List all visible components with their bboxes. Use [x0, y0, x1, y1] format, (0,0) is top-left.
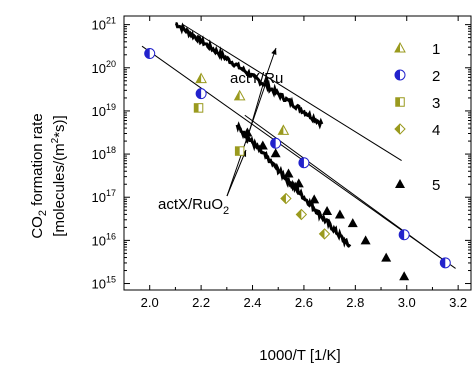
legend-marker-2 [394, 69, 406, 81]
legend-marker-1 [394, 41, 406, 53]
arrow-actY-2-head [271, 48, 277, 55]
marker-fill [235, 146, 240, 156]
marker-fill [395, 124, 400, 134]
data-point-series-5 [360, 235, 371, 245]
marker-fill [234, 90, 240, 100]
legend-marker-4 [394, 123, 406, 135]
y-tick-label: 1015 [92, 275, 116, 292]
x-axis-title: 1000/T [1/K] [259, 347, 340, 364]
data-point-series-3 [234, 146, 245, 156]
legend-marker-5 [395, 179, 405, 188]
marker-fill [194, 103, 199, 113]
x-tick-label: 2.2 [192, 295, 210, 310]
y-axis-title-line1: CO2 formation rate [29, 113, 49, 238]
marker-shape [270, 148, 281, 158]
marker-shape [283, 168, 294, 178]
marker-fill [319, 228, 325, 239]
annotation-actX: actX/RuO2 [158, 196, 229, 217]
data-point-series-4 [280, 192, 292, 205]
marker-shape [395, 179, 405, 188]
marker-fill [278, 125, 284, 135]
x-tick-label: 2.8 [346, 295, 364, 310]
y-tick-label: 1021 [92, 16, 116, 33]
annotation-actX-main: actX/RuO [158, 196, 223, 213]
marker-fill [298, 157, 304, 168]
data-point-series-1 [277, 124, 290, 135]
data-point-series-5 [334, 209, 345, 219]
data-point-series-4 [295, 208, 308, 221]
data-point-series-2 [270, 137, 282, 149]
marker-shape [334, 209, 345, 219]
marker-fill [196, 88, 202, 99]
y-axis-title-line2: [molecules/(m2*s)] [50, 115, 68, 236]
x-tick-label: 2.0 [141, 295, 159, 310]
data-point-series-4 [318, 228, 331, 240]
data-point-series-1 [195, 72, 207, 84]
data-point-series-2 [195, 88, 207, 100]
plot-frame [123, 15, 472, 291]
data-point-series-5 [293, 178, 304, 188]
marker-fill [395, 43, 400, 52]
annotation-actX-sub: 2 [223, 205, 229, 217]
legend-label-3: 3 [432, 95, 440, 112]
data-point-series-1 [233, 89, 246, 101]
x-tick-label: 2.4 [243, 295, 261, 310]
arrow-actY-1-head [245, 136, 251, 143]
marker-fill [296, 209, 302, 220]
y-tick-label: 1018 [92, 145, 116, 162]
legend-label-5: 5 [432, 177, 440, 194]
data-point-series-5 [381, 252, 392, 262]
data-point-series-5 [309, 194, 320, 204]
y-tick-label: 1017 [92, 188, 116, 205]
legend-label-1: 1 [432, 41, 440, 58]
data-point-series-5 [270, 148, 281, 158]
y-tick-label: 1020 [92, 59, 116, 76]
y-axis-title: CO2 formation rate [molecules/(m2*s)] [29, 113, 68, 238]
marker-shape [293, 178, 304, 188]
marker-shape [242, 127, 253, 137]
marker-shape [257, 140, 268, 150]
marker-shape [360, 235, 371, 245]
data-point-series-5 [257, 140, 268, 150]
marker-fill [270, 138, 276, 149]
marker-fill [399, 229, 405, 240]
x-tick-label: 2.6 [295, 295, 313, 310]
marker-shape [399, 271, 410, 281]
y-tick-label: 1019 [92, 102, 116, 119]
marker-fill [395, 70, 400, 80]
marker-shape [309, 194, 320, 204]
annotation-actY: actY/Ru [230, 70, 283, 87]
fit-actY [182, 24, 402, 161]
data-point-series-5 [347, 218, 358, 228]
marker-fill [440, 257, 446, 268]
x-tick-label: 3.2 [449, 295, 467, 310]
marker-shape [381, 252, 392, 262]
marker-shape [347, 218, 358, 228]
data-point-series-2 [298, 157, 310, 169]
data-point-series-2 [398, 229, 410, 241]
marker-fill [280, 193, 286, 204]
actY-curve [175, 21, 324, 130]
marker-fill [144, 48, 150, 59]
marker-fill [395, 97, 400, 107]
data-point-series-5 [399, 271, 410, 281]
data-point-series-5 [283, 168, 294, 178]
x-tick-label: 3.0 [398, 295, 416, 310]
arrow-actX-2 [226, 149, 247, 197]
legend-label-4: 4 [432, 122, 440, 139]
legend-marker-3 [395, 97, 405, 107]
data-marks: 1 2 3 4 5 [141, 21, 456, 281]
data-point-series-5 [242, 127, 253, 137]
y-tick-label: 1016 [92, 231, 116, 248]
plot-area: 2.0 2.2 2.4 2.6 2.8 3.0 3.2 1015 1016 1017 1018 101… [92, 15, 472, 310]
data-point-series-2 [439, 257, 451, 269]
data-point-series-2 [144, 48, 156, 60]
data-point-series-5 [322, 206, 333, 216]
data-point-series-3 [193, 103, 204, 113]
arrow-actX-1-head [263, 77, 269, 84]
actX-curve [235, 121, 352, 248]
marker-shape [322, 206, 333, 216]
legend-label-2: 2 [432, 68, 440, 85]
